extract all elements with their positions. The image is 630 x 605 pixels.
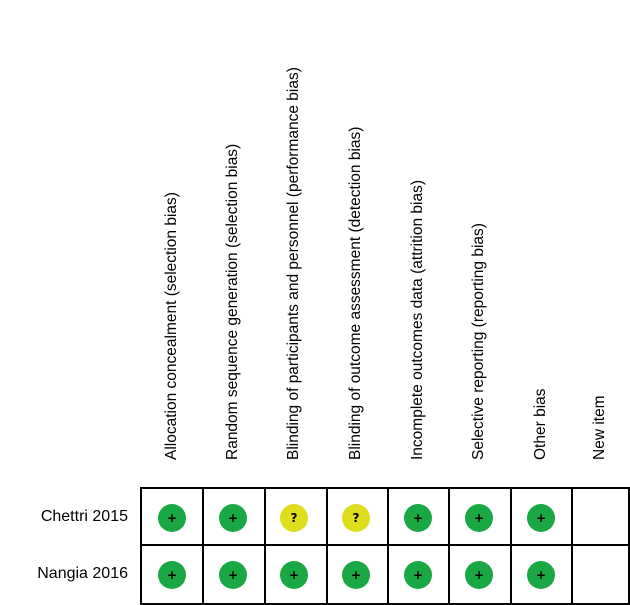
column-header-label: Selective reporting (reporting bias): [470, 223, 487, 460]
column-header-label: Allocation concealment (selection bias): [163, 192, 180, 460]
column-header: Allocation concealment (selection bias): [142, 0, 203, 470]
judgement-low-icon: +: [404, 503, 432, 532]
grid-vertical-line: [628, 487, 630, 605]
grid-vertical-line: [448, 487, 450, 605]
study-label: Chettri 2015: [40, 507, 128, 525]
judgement-low-icon: +: [219, 560, 247, 589]
judgement-low-icon: +: [527, 560, 555, 589]
judgement-low-icon: +: [465, 503, 493, 532]
grid-horizontal-line: [140, 603, 630, 605]
study-label: Nangia 2016: [37, 564, 128, 582]
column-header: Blinding of participants and personnel (…: [264, 0, 325, 470]
judgement-low-icon: +: [280, 560, 308, 589]
judgement-low-icon: +: [527, 503, 555, 532]
grid-vertical-line: [510, 487, 512, 605]
column-header-label: Random sequence generation (selection bi…: [224, 143, 241, 460]
column-header: Incomplete outcomes data (attrition bias…: [388, 0, 449, 470]
column-header-label: Incomplete outcomes data (attrition bias…: [409, 180, 426, 460]
judgement-unclear-icon: ?: [342, 503, 370, 532]
grid-vertical-line: [264, 487, 266, 605]
judgement-low-icon: +: [158, 560, 186, 589]
column-header: New item: [570, 0, 630, 470]
grid-vertical-line: [202, 487, 204, 605]
judgement-low-icon: +: [465, 560, 493, 589]
column-header-label: Blinding of outcome assessment (detectio…: [347, 126, 364, 460]
grid-vertical-line: [387, 487, 389, 605]
column-header: Blinding of outcome assessment (detectio…: [326, 0, 387, 470]
judgement-low-icon: +: [404, 560, 432, 589]
column-header-label: New item: [591, 395, 608, 460]
judgement-low-icon: +: [158, 503, 186, 532]
grid-horizontal-line: [140, 544, 630, 546]
grid-vertical-line: [571, 487, 573, 605]
judgement-unclear-icon: ?: [280, 503, 308, 532]
judgement-low-icon: +: [219, 503, 247, 532]
grid-vertical-line: [326, 487, 328, 605]
grid-vertical-line: [140, 487, 142, 605]
column-header-label: Blinding of participants and personnel (…: [285, 67, 302, 460]
grid-horizontal-line: [140, 487, 630, 489]
column-header-label: Other bias: [532, 388, 549, 460]
column-header: Random sequence generation (selection bi…: [203, 0, 264, 470]
column-header: Selective reporting (reporting bias): [449, 0, 510, 470]
judgement-low-icon: +: [342, 560, 370, 589]
column-header: Other bias: [511, 0, 572, 470]
